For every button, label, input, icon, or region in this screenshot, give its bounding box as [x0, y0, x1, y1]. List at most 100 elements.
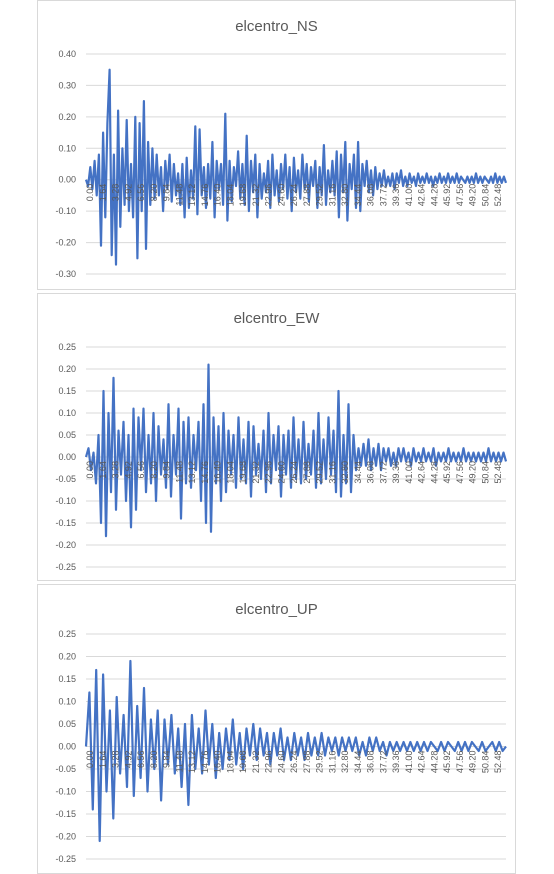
x-tick-label: 45.92	[442, 461, 452, 484]
x-tick-label: 21.32	[251, 751, 261, 774]
x-tick-label: 0.00	[85, 751, 95, 769]
x-tick-label: 8.20	[149, 184, 159, 202]
chart-title: elcentro_EW	[234, 310, 321, 327]
x-tick-label: 31.16	[327, 184, 337, 207]
x-tick-label: 47.56	[455, 184, 465, 207]
x-tick-label: 18.04	[225, 461, 235, 484]
x-tick-label: 29.52	[315, 184, 325, 207]
series-line	[84, 68, 508, 266]
x-tick-label: 34.44	[353, 751, 363, 774]
x-tick-label: 45.92	[442, 184, 452, 207]
x-tick-label: 22.96	[264, 184, 274, 207]
x-tick-label: 32.80	[340, 184, 350, 207]
x-tick-label: 31.16	[327, 461, 337, 484]
x-tick-label: 4.92	[123, 751, 133, 769]
y-tick-label: 0.20	[58, 364, 76, 374]
x-tick-label: 26.24	[289, 751, 299, 774]
x-tick-label: 39.36	[391, 184, 401, 207]
x-tick-label: 44.28	[429, 461, 439, 484]
x-tick-label: 13.12	[187, 751, 197, 774]
x-tick-label: 9.84	[162, 751, 172, 769]
x-tick-label: 16.40	[213, 751, 223, 774]
x-tick-label: 42.64	[417, 751, 427, 774]
x-tick-label: 37.72	[378, 184, 388, 207]
x-tick-label: 49.20	[468, 751, 478, 774]
y-tick-label: 0.00	[58, 452, 76, 462]
chart-title: elcentro_UP	[235, 601, 318, 618]
x-tick-label: 9.84	[162, 461, 172, 479]
y-tick-label: 0.15	[58, 674, 76, 684]
series-line	[84, 363, 508, 538]
y-tick-label: -0.05	[55, 764, 76, 774]
x-tick-label: 16.40	[213, 184, 223, 207]
x-tick-label: 49.20	[468, 461, 478, 484]
x-tick-label: 50.84	[480, 461, 490, 484]
y-tick-label: -0.05	[55, 474, 76, 484]
y-tick-label: 0.30	[58, 80, 76, 90]
y-tick-label: 0.10	[58, 697, 76, 707]
x-tick-label: 0.00	[85, 461, 95, 479]
x-tick-label: 47.56	[455, 461, 465, 484]
x-tick-label: 22.96	[264, 461, 274, 484]
x-tick-label: 22.96	[264, 751, 274, 774]
x-tick-label: 11.48	[174, 751, 184, 773]
x-tick-label: 42.64	[417, 461, 427, 484]
x-tick-label: 14.76	[200, 461, 210, 484]
x-tick-label: 44.28	[429, 184, 439, 207]
y-tick-label: -0.10	[55, 496, 76, 506]
y-tick-label: 0.20	[58, 112, 76, 122]
x-tick-label: 52.48	[493, 461, 503, 484]
x-tick-label: 1.64	[98, 184, 108, 202]
x-tick-label: 21.32	[251, 461, 261, 484]
x-tick-label: 36.08	[366, 461, 376, 484]
x-tick-label: 6.56	[136, 751, 146, 769]
x-tick-label: 26.24	[289, 461, 299, 484]
y-tick-label: 0.00	[58, 742, 76, 752]
y-tick-label: 0.40	[58, 49, 76, 59]
y-tick-label: 0.05	[58, 430, 76, 440]
chart-panel-ew: elcentro_EW 0.25 0.20 0.15 0.10 0.05 0.00 -0.05…	[37, 293, 516, 581]
x-tick-label: 8.20	[149, 461, 159, 479]
x-tick-label: 18.04	[225, 184, 235, 207]
x-tick-label: 24.60	[276, 461, 286, 484]
x-tick-label: 4.92	[123, 184, 133, 202]
x-tick-label: 47.56	[455, 751, 465, 774]
x-tick-label: 26.24	[289, 184, 299, 207]
x-tick-label: 34.44	[353, 184, 363, 207]
chart-panel-ns: elcentro_NS 0.40 0.30 0.20 0.10 0.00 -0.10 -0.2…	[37, 0, 516, 290]
chart-ew: elcentro_EW 0.25 0.20 0.15 0.10 0.05 0.00 -0.05…	[55, 310, 508, 572]
chart-title: elcentro_NS	[235, 18, 318, 35]
x-tick-label: 29.52	[315, 751, 325, 774]
x-tick-label: 29.52	[315, 461, 325, 484]
y-tick-label: 0.05	[58, 719, 76, 729]
x-tick-label: 36.08	[366, 184, 376, 207]
y-tick-label: 0.15	[58, 386, 76, 396]
x-tick-label: 13.12	[187, 461, 197, 484]
x-tick-label: 27.88	[302, 184, 312, 207]
y-tick-label: 0.25	[58, 629, 76, 639]
x-tick-label: 52.48	[493, 751, 503, 774]
x-tick-label: 21.32	[251, 184, 261, 207]
x-tick-label: 3.28	[111, 184, 121, 202]
chart-up: elcentro_UP 0.25 0.20 0.15 0.10 0.05 0.00 -0.05…	[55, 601, 507, 864]
x-tick-label: 24.60	[276, 751, 286, 774]
x-tick-label: 16.40	[213, 461, 223, 484]
x-tick-label: 37.72	[378, 461, 388, 484]
y-tick-label: 0.00	[58, 175, 76, 185]
x-tick-label: 50.84	[480, 184, 490, 207]
y-tick-label: -0.15	[55, 809, 76, 819]
y-tick-label: 0.20	[58, 652, 76, 662]
y-tick-label: -0.25	[55, 854, 76, 864]
y-tick-label: -0.20	[55, 832, 76, 842]
x-tick-label: 41.00	[404, 751, 414, 774]
y-tick-label: -0.10	[55, 206, 76, 216]
x-tick-label: 11.48	[174, 184, 184, 206]
y-tick-label: -0.25	[55, 562, 76, 572]
x-tick-label: 42.64	[417, 184, 427, 207]
x-tick-label: 18.04	[225, 751, 235, 774]
x-tick-label: 13.12	[187, 184, 197, 207]
y-tick-label: -0.15	[55, 518, 76, 528]
x-tick-label: 37.72	[378, 751, 388, 774]
x-tick-label: 3.28	[111, 751, 121, 769]
x-tick-label: 31.16	[327, 751, 337, 774]
